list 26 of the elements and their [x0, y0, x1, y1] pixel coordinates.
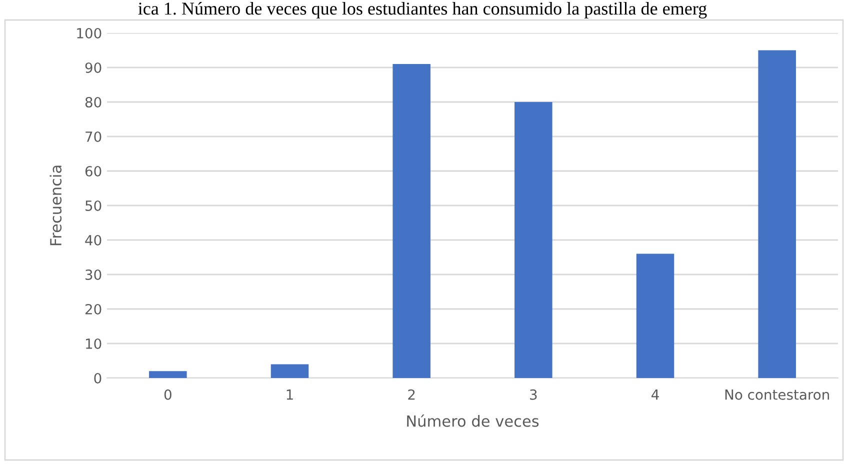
x-tick-label: 0: [164, 389, 172, 400]
y-tick-label: 10: [86, 338, 102, 349]
y-tick-label: 20: [85, 304, 102, 314]
x-tick-label: 4: [652, 390, 659, 400]
y-axis-title: Frecuencia: [50, 166, 62, 246]
bar: [149, 371, 187, 378]
x-tick-label: 2: [408, 389, 415, 400]
bar: [514, 102, 552, 378]
y-tick-label: 90: [85, 62, 102, 73]
x-tick-label: 1: [286, 390, 293, 400]
y-tick-label: 70: [86, 131, 102, 142]
y-tick-label: 80: [85, 96, 102, 108]
y-tick-label: 100: [77, 28, 102, 38]
chart-title: ica 1. Número de veces que los estudiantes han consumido la pastilla de emerg: [138, 2, 707, 18]
bar: [758, 50, 796, 378]
y-tick-label: 40: [85, 234, 102, 246]
x-tick-label: No contestaron: [725, 390, 829, 400]
bar: [636, 254, 674, 378]
bar: [270, 364, 309, 378]
y-tick-label: 30: [86, 269, 102, 280]
x-axis-title: Número de veces: [407, 414, 539, 427]
y-tick-label: 0: [94, 372, 102, 384]
bar: [392, 64, 430, 378]
y-tick-label: 50: [86, 200, 102, 211]
x-tick-label: 3: [530, 389, 537, 400]
y-tick-label: 60: [85, 166, 102, 176]
